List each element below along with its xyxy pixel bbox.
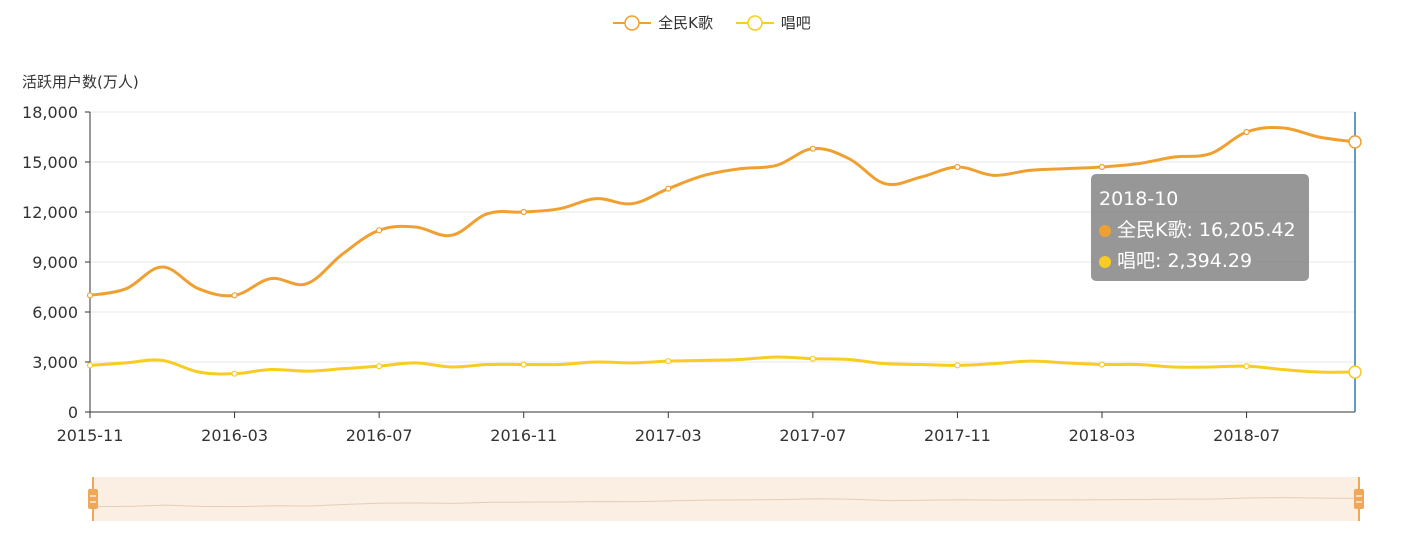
x-tick-label: 2015-11 bbox=[57, 426, 124, 445]
series-point bbox=[376, 227, 383, 234]
series-point bbox=[954, 362, 961, 369]
x-tick-label: 2016-03 bbox=[201, 426, 268, 445]
tooltip-row-quanmin: 全民K歌: 16,205.42 bbox=[1099, 215, 1301, 246]
y-axis-title: 活跃用户数(万人) bbox=[22, 73, 139, 91]
series-point-highlight bbox=[1348, 135, 1362, 149]
x-tick-label: 2017-11 bbox=[924, 426, 991, 445]
series-point bbox=[665, 185, 672, 192]
series-dot-icon bbox=[1099, 224, 1111, 237]
series-point bbox=[1098, 163, 1106, 171]
tooltip-title: 2018-10 bbox=[1099, 188, 1179, 210]
series-point bbox=[665, 358, 672, 365]
series-point bbox=[1098, 361, 1106, 368]
y-tick-label: 18,000 bbox=[22, 103, 78, 122]
series-point bbox=[231, 370, 238, 377]
series-point bbox=[376, 363, 383, 370]
y-tick-label: 15,000 bbox=[22, 153, 78, 172]
series-point bbox=[1243, 128, 1250, 136]
series-point bbox=[809, 355, 816, 362]
series-line bbox=[89, 125, 1356, 298]
legend-line-circle-icon bbox=[613, 14, 652, 31]
series-point bbox=[809, 145, 816, 152]
legend-label-quanmin: 全民K歌 bbox=[658, 14, 714, 32]
datazoom-handle-right[interactable] bbox=[1354, 477, 1364, 521]
x-tick-label: 2016-11 bbox=[490, 426, 557, 445]
series-point bbox=[86, 362, 94, 369]
series-point-highlight bbox=[1348, 365, 1362, 379]
legend-item-quanmin[interactable]: 全民K歌 bbox=[613, 12, 713, 33]
series-point bbox=[520, 208, 527, 216]
x-tick-label: 2018-07 bbox=[1213, 426, 1280, 445]
y-tick-label: 3,000 bbox=[32, 353, 78, 372]
legend: 全民K歌 唱吧 bbox=[0, 12, 1424, 37]
y-tick-label: 12,000 bbox=[22, 203, 78, 222]
x-tick-label: 2018-03 bbox=[1069, 426, 1136, 445]
series-dot-icon bbox=[1099, 255, 1111, 268]
x-tick-label: 2017-07 bbox=[779, 426, 846, 445]
series-line bbox=[89, 355, 1356, 376]
legend-item-changba[interactable]: 唱吧 bbox=[735, 12, 811, 33]
series-point bbox=[1243, 363, 1250, 370]
legend-label-changba: 唱吧 bbox=[780, 14, 811, 32]
series-point bbox=[231, 292, 238, 299]
tooltip-value-changba: 唱吧: 2,394.29 bbox=[1117, 250, 1253, 272]
tooltip-value-quanmin: 全民K歌: 16,205.42 bbox=[1117, 219, 1296, 241]
y-tick-label: 9,000 bbox=[32, 253, 78, 272]
y-tick-label: 6,000 bbox=[32, 303, 78, 322]
series-point bbox=[86, 292, 94, 299]
y-tick-label: 0 bbox=[68, 403, 78, 422]
x-tick-label: 2017-03 bbox=[635, 426, 702, 445]
legend-line-circle-icon bbox=[735, 14, 774, 31]
x-tick-label: 2016-07 bbox=[346, 426, 413, 445]
series-point bbox=[520, 361, 527, 368]
datazoom-preview-line bbox=[92, 497, 1360, 508]
tooltip: 2018-10 全民K歌: 16,205.42 唱吧: 2,394.29 bbox=[1091, 174, 1309, 281]
datazoom-handle-left[interactable] bbox=[88, 477, 98, 521]
series-point bbox=[954, 163, 961, 171]
tooltip-row-changba: 唱吧: 2,394.29 bbox=[1099, 246, 1301, 277]
